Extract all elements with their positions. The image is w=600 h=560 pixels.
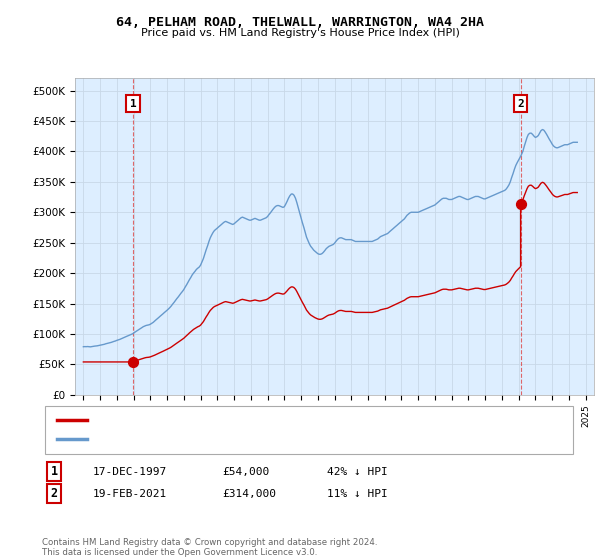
Text: 17-DEC-1997: 17-DEC-1997 (93, 466, 167, 477)
Text: 42% ↓ HPI: 42% ↓ HPI (327, 466, 388, 477)
Text: Price paid vs. HM Land Registry's House Price Index (HPI): Price paid vs. HM Land Registry's House … (140, 28, 460, 38)
Text: 11% ↓ HPI: 11% ↓ HPI (327, 489, 388, 499)
Text: 2: 2 (50, 487, 58, 501)
Text: £54,000: £54,000 (222, 466, 269, 477)
Text: £314,000: £314,000 (222, 489, 276, 499)
Text: 1: 1 (50, 465, 58, 478)
Text: 64, PELHAM ROAD, THELWALL, WARRINGTON, WA4 2HA: 64, PELHAM ROAD, THELWALL, WARRINGTON, W… (116, 16, 484, 29)
Point (128, 357, 138, 366)
Text: Contains HM Land Registry data © Crown copyright and database right 2024.
This d: Contains HM Land Registry data © Crown c… (42, 538, 377, 557)
Text: 64, PELHAM ROAD, THELWALL, WARRINGTON, WA4 2HA (detached house): 64, PELHAM ROAD, THELWALL, WARRINGTON, W… (93, 415, 461, 425)
Text: 1: 1 (130, 99, 136, 109)
Text: 2: 2 (517, 99, 524, 109)
Point (516, 199, 526, 208)
Text: HPI: Average price, detached house, Warrington: HPI: Average price, detached house, Warr… (93, 435, 333, 445)
Text: 19-FEB-2021: 19-FEB-2021 (93, 489, 167, 499)
